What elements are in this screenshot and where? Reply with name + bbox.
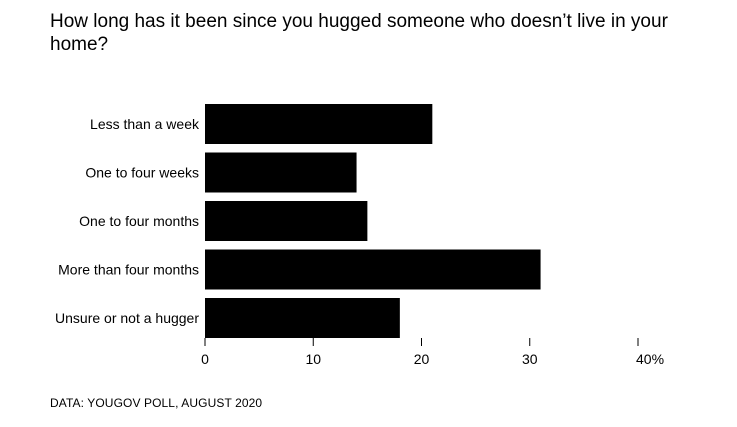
tick-label-3: 30 (522, 351, 538, 367)
bar-3 (205, 249, 541, 290)
category-label-3: More than four months (58, 262, 199, 278)
category-label-2: One to four months (79, 213, 199, 229)
tick-label-1: 10 (305, 351, 321, 367)
tick-label-4: 40% (636, 351, 664, 367)
bar-chart: Less than a week One to four weeks One to … (55, 104, 664, 367)
bar-1 (205, 152, 357, 193)
category-label-1: One to four weeks (85, 165, 199, 181)
bar-0 (205, 104, 433, 144)
bar-2 (205, 201, 368, 241)
category-label-0: Less than a week (90, 116, 200, 132)
bar-4 (205, 298, 400, 338)
chart-title: How long has it been since you hugged so… (50, 11, 668, 55)
tick-label-0: 0 (201, 351, 209, 367)
source-note: DATA: YOUGOV POLL, AUGUST 2020 (50, 396, 263, 410)
category-label-4: Unsure or not a hugger (55, 310, 199, 326)
tick-label-2: 20 (414, 351, 430, 367)
